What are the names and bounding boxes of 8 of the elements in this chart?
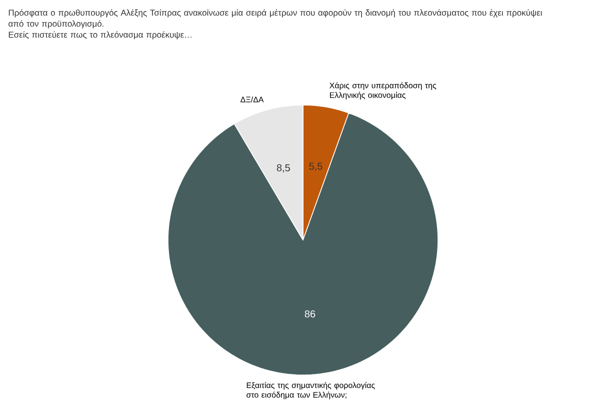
data-label: 8,5 [276,164,290,173]
data-label: 5,5 [309,162,322,171]
slice-label: Χάρις στην υπεραπόδοση της Ελληνικής οικονομίας [330,82,436,100]
slice-label: ΔΞ/ΔΑ [240,96,264,102]
chart-subtitle: Εσείς πιστεύετε πως το πλεόνασμα προέκυψε… [8,31,192,40]
data-label: 86 [304,310,316,318]
chart-title: Πρόσφατα ο πρωθυπουργός Αλέξης Τσίπρας ανακοίνωσε μία σειρά μέτρων που αφορούν τη διανομή του πλεονάσματος που έχει προκύψει από τον προϋπολογισμό. [8,9,542,28]
slice-label: Εξαιτίας της σημαντικής φορολογίας στο εισόδημα των Ελλήνων; [246,382,375,400]
